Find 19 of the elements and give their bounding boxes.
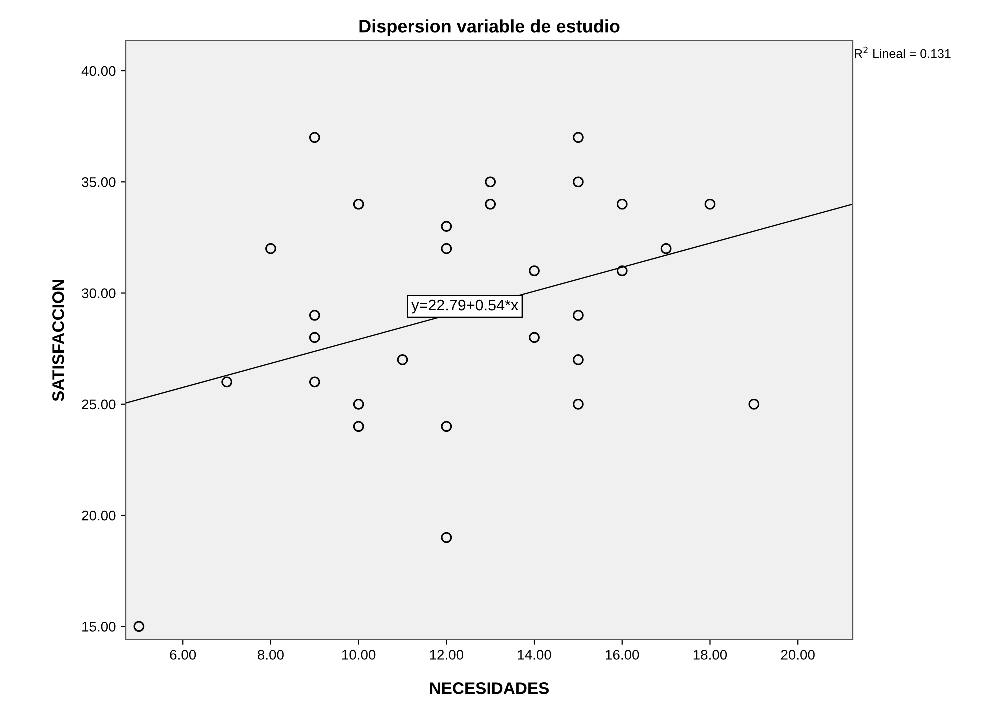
y-axis-title: SATISFACCION (52, 280, 64, 402)
y-tick-label: 40.00 (82, 66, 116, 76)
x-tick-label: 20.00 (781, 650, 815, 660)
x-tick-label: 18.00 (694, 650, 728, 660)
x-tick-label: 14.00 (518, 650, 552, 660)
x-tick-label: 6.00 (170, 650, 196, 660)
y-tick-label: 15.00 (82, 622, 116, 632)
y-tick-label: 20.00 (82, 510, 116, 521)
chart-title: Dispersion variable de estudio (360, 20, 620, 36)
x-axis-title: NECESIDADES (430, 682, 550, 694)
annotation: y=22.79+0.54*x (412, 300, 518, 314)
x-tick-label: 10.00 (342, 650, 376, 660)
y-tick-label: 30.00 (82, 288, 116, 298)
x-tick-label: 12.00 (430, 650, 464, 660)
y-tick-label: 35.00 (82, 177, 116, 188)
text: R$^{2}$ Lineal = 0.131 (855, 46, 951, 58)
x-tick-label: 8.00 (258, 650, 284, 660)
y-tick-label: 25.00 (82, 400, 116, 410)
x-tick-label: 16.00 (606, 650, 640, 660)
